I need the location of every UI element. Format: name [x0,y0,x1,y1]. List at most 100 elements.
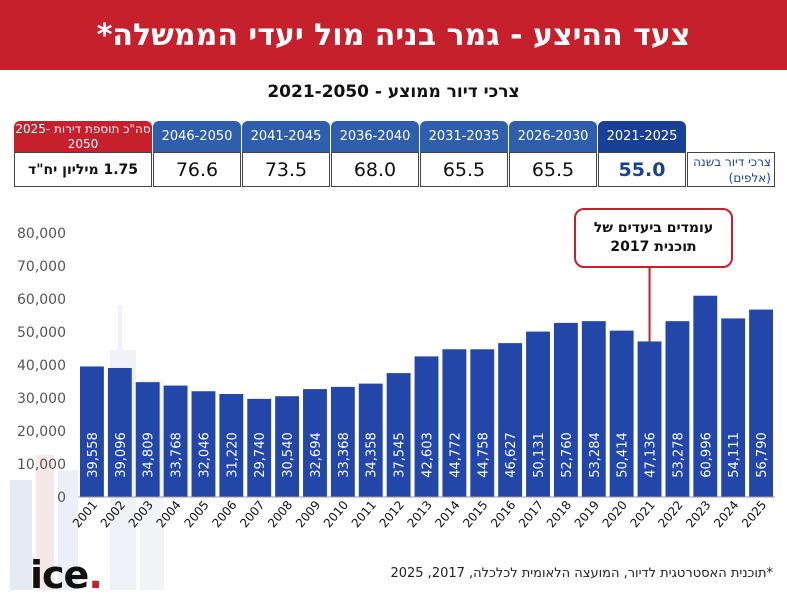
bar-2017 [526,331,550,497]
bar-value-label: 44,758 [476,432,491,478]
x-tick-label: 2010 [321,498,351,530]
x-tick-label: 2020 [600,498,630,530]
x-tick-label: 2007 [237,498,267,530]
bar-series: 39,558 39,096 34,809 33,768 32,046 31,220 29,7… [80,295,773,497]
x-tick-label: 2014 [432,498,462,530]
bar-value-label: 33,768 [170,432,185,478]
x-tick-label: 2025 [739,498,769,530]
bar-value-label: 29,740 [253,432,268,478]
x-tick-label: 2017 [516,498,546,530]
bar-2025 [749,309,773,497]
bar-value-label: 33,368 [337,432,352,478]
bar-2024 [721,318,746,497]
bar-2003 [135,382,160,497]
total-header-label: סה"כ תוספת דירות 2025-2050 [15,121,151,151]
y-tick-label: 60,000 [17,292,66,308]
x-axis: 2001200220032004200520062007200820092010… [70,496,775,530]
period-value: 73.5 [242,152,330,187]
bar-value-label: 50,414 [616,432,631,478]
bar-2004 [163,385,188,497]
bar-2016 [498,343,523,497]
bar-2023 [693,295,718,497]
bar-value-label: 46,627 [504,432,519,478]
bar-2001 [80,366,104,497]
y-tick-label: 80,000 [17,226,66,242]
y-tick-label: 20,000 [17,424,66,440]
bar-2002 [107,367,132,497]
callout-line-1: עומדים ביעדים של [593,220,714,236]
bar-value-label: 47,136 [644,432,659,478]
logo-text: ice [30,553,89,597]
y-axis: 0 10,000 20,000 30,000 40,000 50,000 60,000 70,… [17,226,66,506]
x-tick-label: 2012 [377,498,407,530]
x-tick-label: 2011 [349,498,379,530]
y-tick-label: 70,000 [17,259,66,275]
bar-value-label: 60,996 [699,432,714,478]
bar-value-label: 31,220 [225,432,240,478]
needs-row-label: צרכי דיור בשנה (אלפים) [687,152,775,187]
bar-value-label: 53,284 [588,432,603,478]
bar-2006 [219,393,244,497]
y-tick-label: 0 [57,490,66,506]
bar-2009 [303,389,327,497]
bar-value-label: 54,111 [727,432,742,478]
bar-value-label: 56,790 [755,432,770,478]
source-footnote: *תוכנית האסטרטגית לדיור, המועצה הלאומית … [390,566,773,581]
x-tick-label: 2019 [572,498,602,530]
period-value: 68.0 [331,152,419,187]
x-tick-label: 2018 [544,498,574,530]
bar-2015 [470,349,495,497]
y-tick-label: 40,000 [17,358,66,374]
period-value: 76.6 [153,152,241,187]
bar-2011 [358,383,383,497]
bar-2020 [609,330,634,497]
x-tick-label: 2015 [460,498,490,530]
bar-2010 [330,386,355,497]
y-tick-label: 10,000 [17,457,66,473]
bar-2005 [191,391,216,497]
bar-2007 [247,398,272,497]
chart-subtitle: צרכי דיור ממוצע - 2021-2050 [267,82,520,102]
bar-value-label: 53,278 [671,432,686,478]
bar-value-label: 39,558 [86,432,101,478]
period-header: 2026-2030 [509,121,597,152]
total-header: סה"כ תוספת דירות 2025-2050 [14,121,152,152]
callout-line-2: תוכנית 2017 [610,239,697,255]
bar-2008 [275,396,300,497]
bar-2021 [637,341,662,497]
logo-dot: . [88,553,102,597]
needs-row-label-text: צרכי דיור בשנה (אלפים) [693,154,771,185]
bar-value-label: 52,760 [560,432,575,478]
bar-value-label: 50,131 [532,432,547,478]
total-value: 1.75 מיליון יח"ד [14,152,152,187]
page-title: צעד ההיצע - גמר בניה מול יעדי הממשלה* [96,17,691,53]
x-tick-label: 2008 [265,498,295,530]
bar-2019 [581,321,606,497]
bar-value-label: 39,096 [114,432,129,478]
page-header: צעד ההיצע - גמר בניה מול יעדי הממשלה* [0,0,787,70]
bar-2022 [665,321,690,497]
bar-value-label: 32,694 [309,432,324,478]
x-tick-label: 2016 [488,498,518,530]
x-tick-label: 2005 [181,498,211,530]
bar-value-label: 32,046 [197,432,212,478]
bar-value-label: 44,772 [448,432,463,478]
x-tick-label: 2009 [293,498,323,530]
bar-2013 [414,356,439,497]
target-callout: עומדים ביעדים של תוכנית 2017 [574,208,733,268]
period-header: 2046-2050 [153,121,241,152]
x-tick-label: 2024 [711,498,741,530]
period-value-current: 55.0 [598,152,686,187]
bar-value-label: 34,809 [142,432,157,478]
x-tick-label: 2022 [655,498,685,530]
ice-logo: ice. [30,553,103,597]
bar-2018 [553,322,578,497]
x-tick-label: 2023 [683,498,713,530]
bar-2014 [442,349,467,497]
period-value: 65.5 [420,152,508,187]
bar-value-label: 34,358 [365,432,380,478]
y-tick-label: 30,000 [17,391,66,407]
bar-value-label: 42,603 [421,432,436,478]
period-value: 65.5 [509,152,597,187]
